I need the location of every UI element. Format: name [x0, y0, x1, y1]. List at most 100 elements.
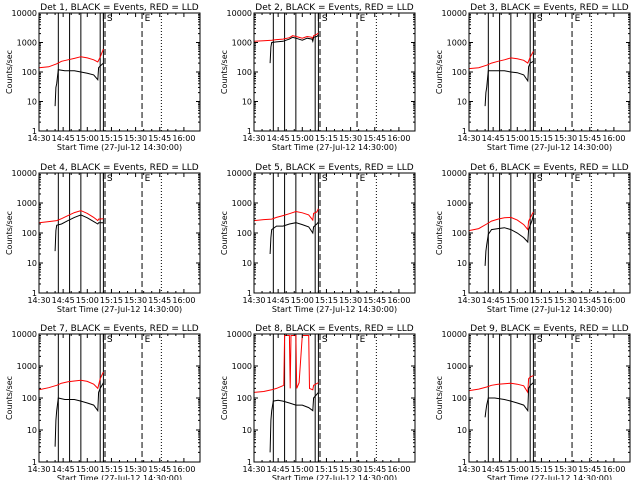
y-axis-label: Counts/sec [5, 50, 14, 94]
y-tick-label: 10000 [442, 330, 467, 339]
y-tick-label: 1 [32, 458, 37, 467]
y-tick-label: 1 [32, 127, 37, 136]
y-axis-label: Counts/sec [435, 376, 444, 420]
x-tick-label: 15:00 [76, 134, 99, 143]
x-tick-label: 15:30 [124, 465, 147, 474]
y-tick-label: 100 [452, 394, 467, 403]
y-tick-label: 1000 [447, 39, 467, 48]
x-axis-label: Start Time (27-Jul-12 14:30:00) [57, 143, 182, 152]
plot-frame [253, 172, 416, 294]
x-axis-label: Start Time (27-Jul-12 14:30:00) [272, 143, 397, 152]
y-tick-label: 100 [22, 229, 37, 238]
series-events-line [269, 221, 319, 255]
y-axis-label: Counts/sec [5, 211, 14, 255]
x-tick-label: 14:30 [27, 465, 50, 474]
marker-label: E [145, 174, 151, 184]
x-axis-label: Start Time (27-Jul-12 14:30:00) [57, 474, 182, 480]
x-tick-label: 14:30 [242, 296, 265, 305]
series-events-line [269, 392, 319, 453]
marker-label: E [145, 335, 151, 345]
marker-label: E [575, 335, 581, 345]
panel-title: Det 5, BLACK = Events, RED = LLD [255, 163, 414, 173]
y-tick-label: 1 [462, 289, 467, 298]
marker-label: S [537, 174, 543, 184]
x-tick-label: 15:00 [506, 134, 529, 143]
plot-frame [38, 333, 201, 463]
x-tick-label: 15:45 [363, 134, 386, 143]
x-tick-label: 14:30 [457, 134, 480, 143]
y-axis-label: Counts/sec [435, 211, 444, 255]
x-tick-label: 15:00 [291, 465, 314, 474]
y-tick-label: 1 [32, 289, 37, 298]
x-tick-label: 16:00 [387, 296, 410, 305]
series-lld-line [468, 51, 534, 70]
y-tick-label: 1 [462, 458, 467, 467]
series-events-line [269, 34, 319, 64]
marker-label: S [322, 174, 328, 184]
y-tick-label: 1000 [17, 39, 37, 48]
x-tick-label: 15:00 [506, 296, 529, 305]
x-tick-label: 14:30 [242, 465, 265, 474]
x-tick-label: 14:45 [52, 465, 75, 474]
marker-label: E [360, 335, 366, 345]
x-axis-label: Start Time (27-Jul-12 14:30:00) [272, 305, 397, 314]
x-axis-label: Start Time (27-Jul-12 14:30:00) [487, 305, 612, 314]
panel-title: Det 8, BLACK = Events, RED = LLD [255, 324, 414, 334]
y-tick-label: 1000 [447, 199, 467, 208]
y-axis-label: Counts/sec [5, 376, 14, 420]
x-tick-label: 15:45 [148, 296, 171, 305]
plot-frame [38, 12, 201, 132]
x-tick-label: 14:45 [482, 134, 505, 143]
x-tick-label: 14:45 [482, 296, 505, 305]
x-tick-label: 15:45 [578, 465, 601, 474]
y-tick-label: 10 [242, 426, 252, 435]
y-tick-label: 1000 [232, 362, 252, 371]
series-lld-line [253, 335, 319, 393]
series-events-line [54, 214, 104, 252]
marker-label: I [532, 335, 535, 345]
series-events-line [484, 382, 534, 418]
y-axis-label: Counts/sec [220, 376, 229, 420]
y-tick-label: 10000 [227, 169, 252, 178]
plot-frame [38, 172, 201, 294]
marker-label: I [532, 14, 535, 24]
x-tick-label: 15:15 [100, 134, 123, 143]
plot-frame [468, 172, 631, 294]
y-tick-label: 1 [247, 289, 252, 298]
panel-title: Det 9, BLACK = Events, RED = LLD [470, 324, 629, 334]
y-tick-label: 1000 [17, 362, 37, 371]
marker-label: E [145, 14, 151, 24]
x-tick-label: 15:15 [530, 134, 553, 143]
x-tick-label: 15:30 [124, 134, 147, 143]
y-tick-label: 10000 [227, 330, 252, 339]
y-tick-label: 10000 [442, 169, 467, 178]
panel-title: Det 3, BLACK = Events, RED = LLD [470, 3, 629, 13]
x-tick-label: 14:45 [267, 465, 290, 474]
panel-title: Det 4, BLACK = Events, RED = LLD [40, 163, 199, 173]
y-tick-label: 10 [27, 259, 37, 268]
y-tick-label: 1 [247, 458, 252, 467]
x-tick-label: 16:00 [602, 465, 625, 474]
x-tick-label: 16:00 [172, 465, 195, 474]
x-tick-label: 16:00 [602, 296, 625, 305]
x-tick-label: 15:30 [554, 465, 577, 474]
y-tick-label: 10 [457, 98, 467, 107]
marker-label: S [537, 14, 543, 24]
x-tick-label: 16:00 [387, 134, 410, 143]
marker-label: I [317, 174, 320, 184]
x-tick-label: 14:30 [457, 296, 480, 305]
x-tick-label: 15:30 [339, 134, 362, 143]
marker-label: E [575, 14, 581, 24]
x-tick-label: 15:15 [315, 296, 338, 305]
x-tick-label: 14:45 [267, 296, 290, 305]
x-tick-label: 15:30 [124, 296, 147, 305]
marker-label: I [532, 174, 535, 184]
y-tick-label: 100 [237, 229, 252, 238]
marker-label: E [360, 174, 366, 184]
plot-frame [468, 12, 631, 132]
y-tick-label: 1000 [17, 199, 37, 208]
